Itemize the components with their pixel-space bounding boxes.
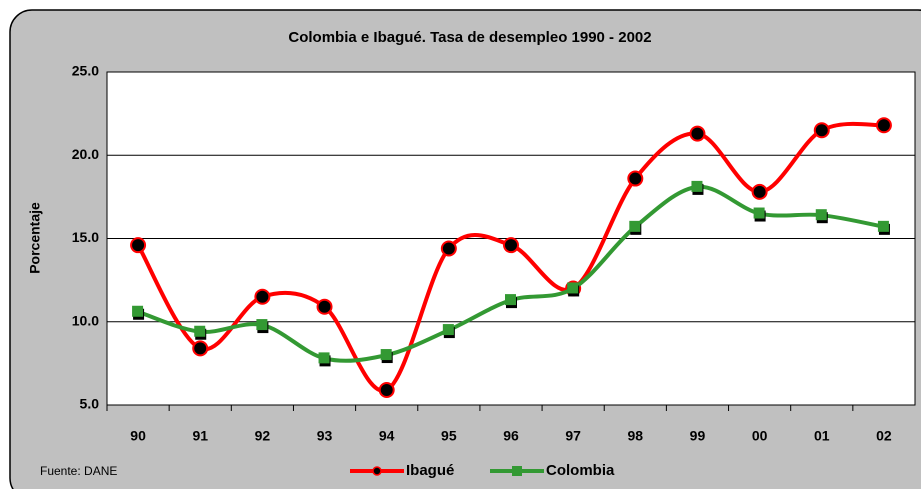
x-tick-label: 98	[628, 428, 644, 444]
y-tick-label: 25.0	[72, 63, 99, 79]
y-tick-label: 5.0	[80, 396, 100, 412]
point	[130, 237, 147, 254]
x-tick-label: 00	[752, 428, 768, 444]
point	[567, 282, 579, 294]
point	[256, 319, 268, 331]
point	[194, 325, 206, 337]
point	[753, 207, 765, 219]
point	[440, 240, 457, 257]
y-tick-label: 15.0	[72, 229, 99, 245]
point	[691, 180, 703, 192]
x-tick-label: 01	[814, 428, 830, 444]
x-tick-label: 92	[255, 428, 271, 444]
point	[192, 340, 209, 357]
y-tick-label: 10.0	[72, 312, 99, 328]
x-tick-label: 02	[876, 428, 892, 444]
x-tick-label: 90	[130, 428, 146, 444]
source-note: Fuente: DANE	[40, 464, 117, 478]
point	[378, 382, 395, 399]
x-tick-label: 95	[441, 428, 457, 444]
chart-title: Colombia e Ibagué. Tasa de desempleo 199…	[288, 29, 651, 46]
point	[875, 117, 892, 134]
legend-label: Colombia	[546, 462, 615, 479]
x-tick-label: 96	[503, 428, 519, 444]
x-tick-label: 94	[379, 428, 395, 444]
point	[316, 298, 333, 315]
point	[505, 294, 516, 306]
point	[380, 349, 392, 361]
point	[627, 170, 644, 187]
point	[629, 220, 641, 232]
point	[813, 122, 830, 139]
x-tick-label: 93	[317, 428, 333, 444]
y-tick-label: 20.0	[72, 146, 99, 162]
point	[318, 352, 330, 364]
point	[132, 305, 144, 317]
point	[442, 324, 454, 336]
x-tick-label: 97	[565, 428, 581, 444]
legend-label: Ibagué	[406, 462, 454, 479]
point	[254, 288, 271, 305]
point	[815, 209, 827, 221]
legend-marker	[512, 466, 522, 476]
point	[877, 220, 889, 232]
x-tick-label: 99	[690, 428, 706, 444]
x-tick-label: 91	[192, 428, 208, 444]
point	[751, 183, 768, 200]
y-axis-label: Porcentaje	[27, 202, 43, 274]
point	[503, 237, 519, 254]
legend-marker	[372, 466, 382, 476]
point	[689, 125, 706, 142]
